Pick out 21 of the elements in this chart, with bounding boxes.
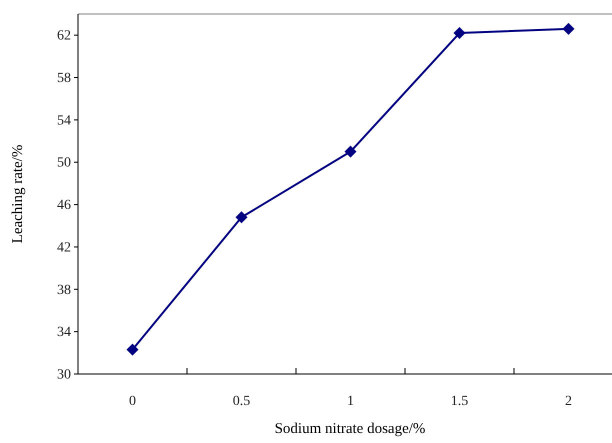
x-tick-label: 0: [129, 394, 136, 409]
y-tick-label: 42: [57, 240, 71, 256]
y-tick-label: 30: [57, 367, 71, 382]
point: [454, 27, 466, 40]
y-axis-title: Leaching rate/%: [10, 144, 26, 244]
y-tick-label: 38: [57, 282, 71, 298]
y-tick-label: 62: [57, 28, 71, 44]
point: [344, 146, 356, 158]
y-tick-label: 50: [57, 156, 71, 171]
y-tick-label: 54: [57, 113, 71, 128]
x-tick-label: 1.5: [450, 394, 468, 409]
point: [126, 344, 138, 356]
x-tick-label: 1: [347, 394, 354, 409]
x-axis-title: Sodium nitrate dosage/%: [274, 421, 426, 437]
x-tick-label: 0.5: [232, 394, 250, 409]
y-tick-label: 34: [57, 325, 71, 340]
x-tick-label: 2: [565, 394, 572, 409]
y-tick-label: 46: [57, 198, 71, 214]
y-tick-label: 58: [57, 71, 71, 86]
point: [236, 211, 248, 224]
point: [562, 22, 574, 35]
